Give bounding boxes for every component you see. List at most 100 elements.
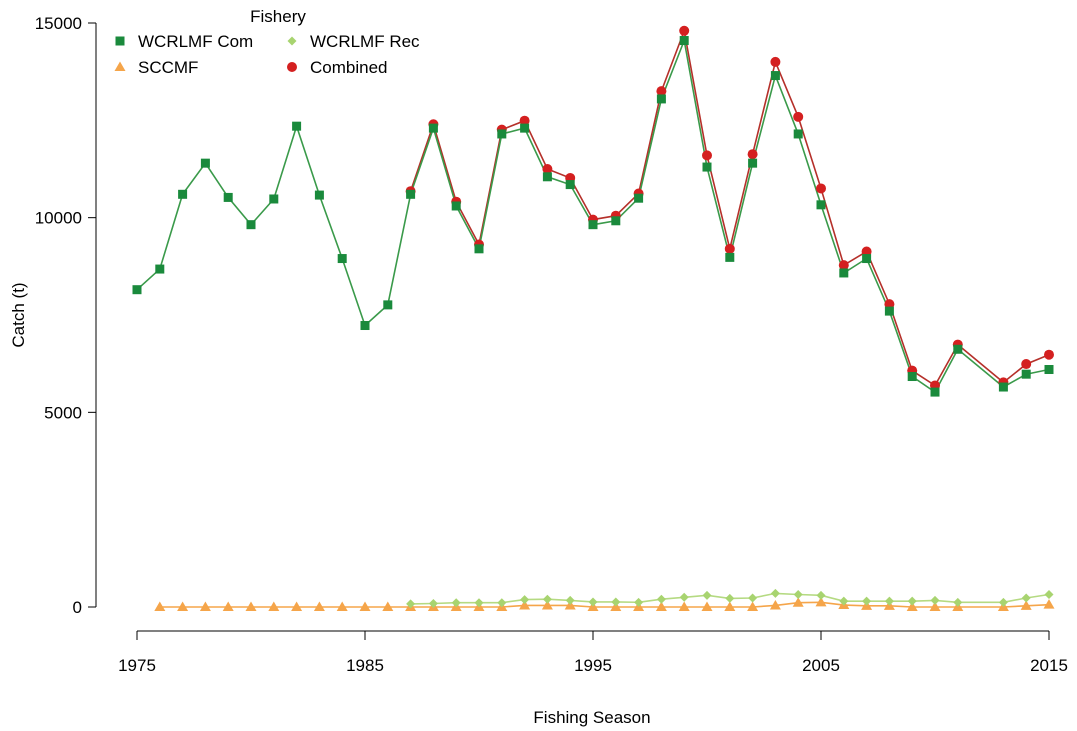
wcrlmf-rec-point: [793, 590, 803, 600]
wcrlmf-com-point: [451, 201, 461, 211]
sccmf-point: [1043, 599, 1055, 609]
wcrlmf-com-point: [611, 216, 621, 226]
wcrlmf-com-point: [314, 190, 324, 200]
wcrlmf-com-point: [223, 192, 233, 202]
wcrlmf-rec-point: [725, 593, 735, 603]
axes: 0 5000 10000 15000 1975 1985 1995 2005 2015: [35, 14, 1068, 675]
sccmf-point: [268, 601, 280, 611]
combined-point: [724, 243, 735, 254]
wcrlmf-com-point: [200, 158, 210, 168]
combined-point: [1044, 349, 1054, 360]
combined-point: [793, 111, 804, 122]
wcrlmf-rec-point: [474, 598, 484, 608]
sccmf-line: [159, 601, 1050, 608]
sccmf-point: [245, 601, 257, 611]
sccmf-point: [1020, 600, 1032, 610]
legend-marker-wcrlmf-rec: [287, 36, 297, 46]
wcrlmf-com-point: [542, 172, 552, 182]
wcrlmf-rec-point: [428, 598, 438, 608]
wcrlmf-rec-point: [907, 596, 917, 606]
wcrlmf-rec-point: [839, 596, 849, 606]
x-tick-label: 2015: [1030, 656, 1068, 675]
legend-marker-wcrlmf-com: [115, 36, 125, 46]
wcrlmf-rec-point: [930, 595, 940, 605]
combined-point: [816, 183, 826, 194]
wcrlmf-com-point: [132, 285, 142, 295]
sccmf-point: [154, 601, 166, 611]
wcrlmf-rec-point: [588, 597, 598, 607]
sccmf-point: [336, 601, 348, 611]
wcrlmf-rec-point: [611, 597, 621, 607]
sccmf-point: [291, 601, 303, 611]
wcrlmf-rec-point: [862, 596, 872, 606]
sccmf-point: [929, 601, 941, 611]
y-tick-label: 0: [73, 598, 82, 617]
sccmf-point: [724, 601, 736, 611]
combined-point: [1021, 359, 1032, 370]
sccmf-point: [769, 599, 781, 610]
legend-title: Fishery: [250, 7, 306, 26]
wcrlmf-com-point: [770, 71, 780, 81]
combined-point: [702, 150, 712, 161]
x-tick-label: 1975: [118, 656, 156, 675]
sccmf-point: [792, 597, 804, 607]
wcrlmf-rec-point: [1044, 590, 1054, 600]
sccmf-point: [655, 601, 667, 611]
sccmf-point: [815, 596, 827, 607]
wcrlmf-com-point: [406, 189, 416, 199]
sccmf-point: [382, 601, 394, 611]
wcrlmf-rec-line: [410, 592, 1050, 605]
wcrlmf-com-point: [930, 387, 940, 397]
wcrlmf-rec-point: [497, 598, 507, 608]
combined-point: [770, 56, 781, 67]
wcrlmf-rec-point: [520, 595, 530, 605]
combined-point: [519, 115, 530, 126]
wcrlmf-com-point: [702, 162, 712, 172]
sccmf-point: [222, 601, 234, 611]
wcrlmf-com-point: [565, 180, 575, 190]
x-axis-title: Fishing Season: [533, 708, 650, 727]
wcrlmf-com-point: [725, 252, 735, 262]
sccmf-point: [701, 601, 713, 611]
wcrlmf-rec-point: [748, 593, 758, 603]
series-markers: [132, 25, 1055, 611]
wcrlmf-rec-point: [451, 598, 461, 608]
legend-label-wcrlmf-com: WCRLMF Com: [138, 32, 253, 51]
wcrlmf-rec-point: [998, 597, 1008, 607]
wcrlmf-com-point: [337, 254, 347, 264]
wcrlmf-rec-point: [953, 597, 963, 607]
wcrlmf-rec-point: [656, 594, 666, 604]
wcrlmf-com-point: [155, 264, 165, 274]
legend-marker-combined: [287, 62, 297, 72]
sccmf-point: [541, 599, 553, 610]
wcrlmf-rec-point: [1021, 593, 1031, 603]
wcrlmf-rec-point: [406, 599, 416, 609]
wcrlmf-com-point: [178, 189, 188, 199]
wcrlmf-com-point: [656, 94, 666, 104]
legend-label-combined: Combined: [310, 58, 388, 77]
sccmf-point: [678, 601, 690, 611]
wcrlmf-com-point: [428, 123, 438, 133]
wcrlmf-rec-point: [542, 594, 552, 604]
wcrlmf-rec-point: [565, 595, 575, 605]
combined-point: [884, 299, 895, 310]
legend-label-wcrlmf-rec: WCRLMF Rec: [310, 32, 420, 51]
wcrlmf-com-point: [383, 300, 393, 310]
wcrlmf-com-point: [816, 200, 826, 210]
wcrlmf-com-point: [839, 268, 849, 278]
wcrlmf-com-point: [1021, 369, 1031, 379]
wcrlmf-rec-point: [634, 597, 644, 607]
x-tick-label: 1985: [346, 656, 384, 675]
wcrlmf-com-point: [884, 306, 894, 316]
x-tick-label: 2005: [802, 656, 840, 675]
combined-point: [861, 246, 872, 257]
wcrlmf-com-point: [246, 220, 256, 230]
wcrlmf-rec-point: [770, 588, 780, 598]
legend-label-sccmf: SCCMF: [138, 58, 198, 77]
legend: Fishery WCRLMF Com WCRLMF Rec SCCMF Combine…: [114, 7, 420, 77]
wcrlmf-com-point: [474, 244, 484, 254]
combined-line: [409, 27, 1050, 387]
wcrlmf-com-point: [748, 158, 758, 168]
wcrlmf-com-point: [269, 194, 279, 204]
wcrlmf-com-point: [292, 121, 302, 131]
